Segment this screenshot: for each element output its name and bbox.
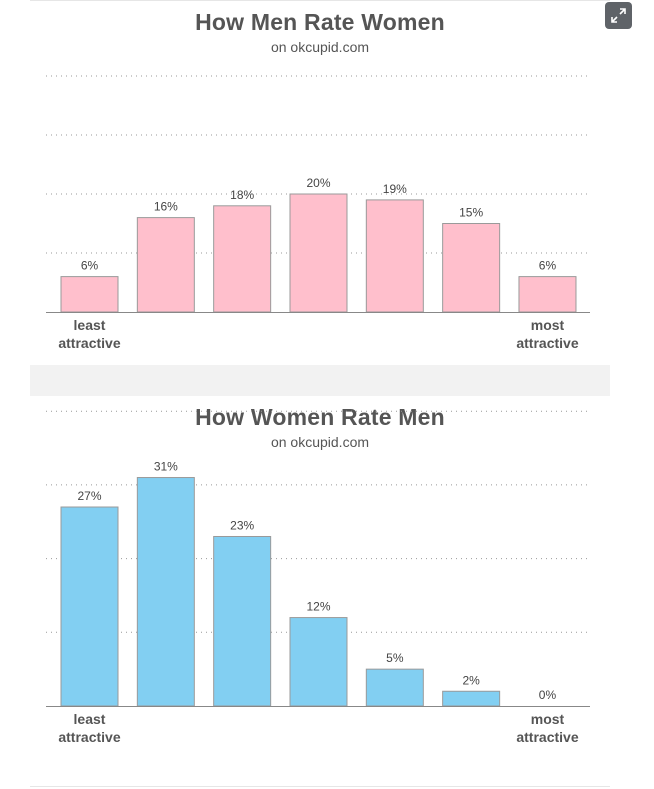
chart-panel-men-rate-women: How Men Rate Women on okcupid.com 6% 16% 1… <box>30 0 632 366</box>
data-label-4: 12% <box>306 600 330 614</box>
x-label-most-line2: attractive <box>516 729 578 745</box>
data-label-5: 19% <box>383 182 407 196</box>
bar-7 <box>518 276 577 313</box>
bar-5 <box>365 668 424 707</box>
chart-subtitle: on okcupid.com <box>270 434 370 450</box>
bar-1 <box>60 506 119 707</box>
panel-divider <box>30 365 610 396</box>
x-label-least-line1: least <box>74 711 106 727</box>
expand-icon <box>611 8 626 23</box>
data-label-3: 18% <box>230 188 254 202</box>
data-label-1: 27% <box>77 489 101 503</box>
bar-4 <box>289 617 348 707</box>
x-label-least-line2: attractive <box>58 335 120 351</box>
bar-1 <box>60 276 119 313</box>
expand-button[interactable] <box>605 2 632 29</box>
data-label-6: 2% <box>462 673 480 687</box>
chart-panel-women-rate-men: How Women Rate Men on okcupid.com 27% 31%… <box>30 396 610 787</box>
data-label-2: 16% <box>154 200 178 214</box>
x-label-most-line2: attractive <box>516 335 578 351</box>
x-label-least-line1: least <box>74 317 106 333</box>
bar-3 <box>213 205 272 313</box>
bar-6 <box>442 690 501 707</box>
x-label-most-line1: most <box>531 317 565 333</box>
data-label-6: 15% <box>459 206 483 220</box>
bar-3 <box>213 535 272 707</box>
x-label-least-line2: attractive <box>58 729 120 745</box>
bar-chart-women-rate-men: 27% 31% 23% 12% 5% 2% 0% least attractive most att… <box>46 410 590 745</box>
x-label-most-line1: most <box>531 711 565 727</box>
data-label-4: 20% <box>306 176 330 190</box>
data-label-2: 31% <box>154 460 178 474</box>
data-label-7: 6% <box>539 259 557 273</box>
bar-chart-men-rate-women: 6% 16% 18% 20% 19% 15% 6% least attractive most at… <box>46 75 590 351</box>
data-label-5: 5% <box>386 651 404 665</box>
chart-title: How Women Rate Men <box>195 404 445 430</box>
data-label-3: 23% <box>230 518 254 532</box>
bar-2 <box>136 477 195 707</box>
chart-subtitle: on okcupid.com <box>270 39 370 55</box>
data-label-1: 6% <box>81 259 99 273</box>
data-label-7: 0% <box>539 688 557 702</box>
bar-6 <box>442 223 501 313</box>
bar-5 <box>365 199 424 313</box>
chart-title: How Men Rate Women <box>195 9 445 35</box>
bar-2 <box>136 217 195 313</box>
bar-4 <box>289 193 348 313</box>
